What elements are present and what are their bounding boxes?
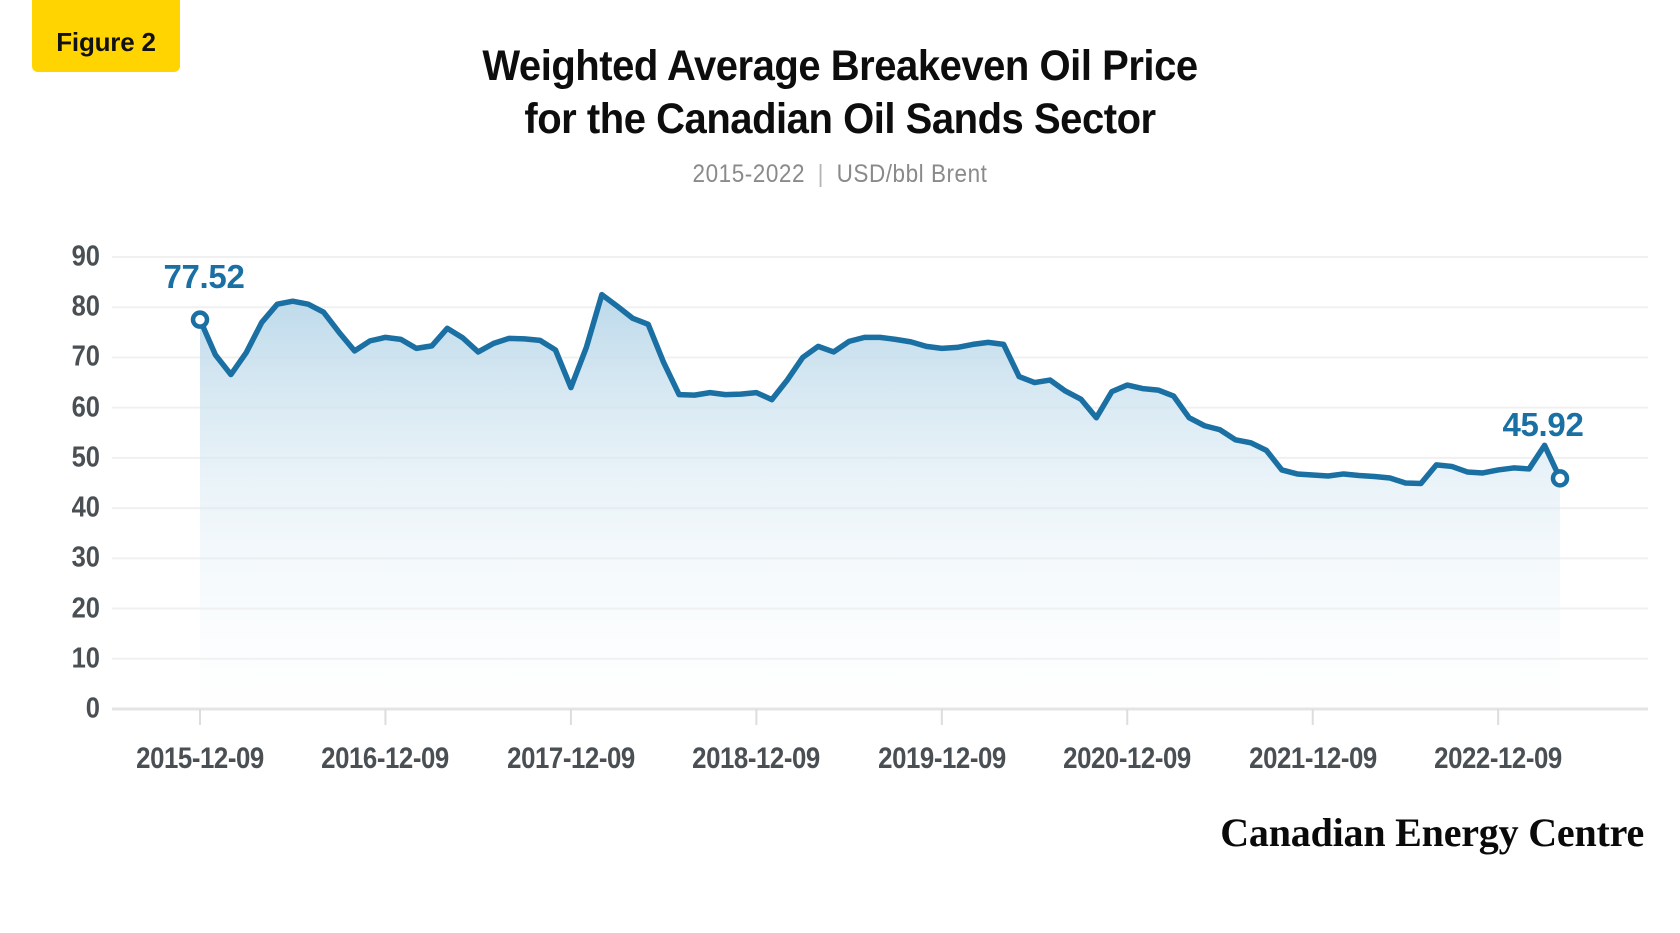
- y-axis-tick-label: 90: [71, 240, 100, 273]
- y-axis-tick-label: 10: [71, 642, 100, 675]
- subtitle-units: USD/bbl Brent: [836, 160, 988, 188]
- last-point-marker: [1550, 469, 1570, 488]
- page-title-line-2: for the Canadian Oil Sands Sector: [524, 95, 1156, 143]
- x-axis-tick-label: 2021-12-09: [1248, 742, 1377, 775]
- y-axis-tick-label: 70: [71, 340, 100, 373]
- y-axis-tick-label: 60: [71, 391, 100, 424]
- y-axis-tick-label: 40: [71, 491, 100, 524]
- x-axis-tick-label: 2016-12-09: [321, 742, 450, 775]
- y-axis-tick-label: 20: [71, 592, 100, 625]
- last-value-annotation: 45.92: [1502, 406, 1584, 444]
- brand-wordmark: Canadian Energy Centre: [1220, 810, 1644, 855]
- figure-badge: Figure 2: [32, 0, 180, 72]
- first-value-annotation: 77.52: [163, 257, 245, 295]
- x-axis-tick-label: 2019-12-09: [877, 742, 1006, 775]
- data-line: [197, 291, 1563, 487]
- subtitle-period: 2015-2022: [692, 160, 806, 188]
- y-axis: 0 10 20 30 40 50 60 70 80 90: [0, 0, 100, 928]
- page-title-line-1: Weighted Average Breakeven Oil Price: [482, 42, 1198, 90]
- y-axis-tick-label: 50: [71, 441, 100, 474]
- subtitle-separator: |: [817, 160, 825, 188]
- x-axis-ticks: [199, 709, 1500, 725]
- area-fill: [200, 294, 1560, 709]
- title-block: Weighted Average Breakeven Oil Price for…: [0, 40, 1680, 189]
- y-axis-tick-label: 80: [71, 290, 100, 323]
- x-axis-tick-label: 2017-12-09: [507, 742, 635, 775]
- x-axis-tick-label: 2015-12-09: [136, 742, 264, 775]
- x-axis-tick-label: 2018-12-09: [692, 742, 821, 775]
- chart-subtitle: 2015-2022 | USD/bbl Brent: [84, 160, 1596, 189]
- first-point-marker: [190, 310, 210, 329]
- x-axis-tick-label: 2020-12-09: [1063, 742, 1192, 775]
- y-axis-tick-label: 0: [85, 692, 100, 725]
- figure-badge-label: Figure 2: [56, 27, 156, 57]
- y-axis-tick-label: 30: [71, 541, 100, 574]
- x-axis-tick-label: 2022-12-09: [1434, 742, 1563, 775]
